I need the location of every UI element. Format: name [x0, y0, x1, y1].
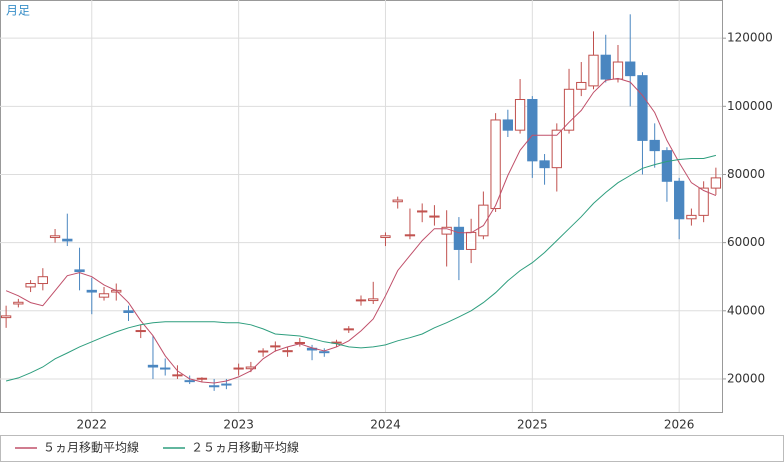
candle-body [502, 119, 513, 131]
candle-body [196, 377, 208, 380]
candle-body [539, 160, 550, 169]
candle-body [404, 234, 416, 237]
candle-body [453, 226, 465, 250]
candle-body [490, 119, 501, 210]
candle-body [123, 310, 134, 313]
candle-body [74, 269, 85, 273]
candle-body [25, 283, 36, 288]
x-tick-label: 2023 [223, 418, 254, 432]
candle-body [674, 180, 685, 220]
candle-body [612, 61, 624, 80]
candle-body [282, 350, 293, 353]
candle-body [319, 351, 330, 354]
candle-body [637, 75, 648, 141]
candle-body [245, 366, 257, 370]
x-tick-label: 2022 [77, 418, 108, 432]
candle-body [661, 150, 673, 182]
candle-body [478, 204, 489, 237]
candle-body [368, 298, 379, 302]
candle-body [98, 293, 110, 298]
chart-label: 月足 [6, 4, 30, 18]
candle-body [49, 235, 61, 239]
legend-box [0, 435, 784, 462]
candle-body [710, 177, 722, 189]
moving-average-line [5, 154, 717, 382]
y-tick-label: 20000 [727, 371, 765, 385]
y-tick-label: 80000 [727, 167, 765, 181]
candle-body [563, 88, 575, 131]
candle-body [600, 54, 611, 80]
candle-body [686, 214, 697, 220]
candle-body [551, 129, 562, 169]
y-tick-label: 40000 [727, 303, 765, 317]
candle-body [13, 301, 24, 305]
candle-body [270, 345, 281, 348]
candle-body [37, 276, 48, 285]
candle-body [160, 367, 171, 370]
x-tick-label: 2025 [517, 418, 548, 432]
candle-body [343, 328, 354, 331]
candle-body [576, 81, 587, 90]
candle-body [209, 385, 220, 388]
candle-body [380, 235, 391, 239]
candle-body [392, 199, 403, 203]
candle-body [0, 315, 12, 319]
candle-body [649, 139, 660, 152]
y-tick-label: 100000 [727, 99, 773, 113]
candle-body [257, 350, 269, 353]
candle-body [527, 99, 538, 162]
candle-body [698, 187, 709, 216]
candle-body [184, 380, 195, 383]
candle-body [514, 99, 526, 131]
candle-body [172, 374, 183, 377]
candle-body [625, 61, 636, 77]
moving-average-line [5, 77, 717, 384]
candle-body [465, 231, 477, 250]
legend-label: ２５ヵ月移動平均線 [191, 440, 299, 455]
candle-body [429, 215, 440, 218]
candle-body [355, 299, 367, 302]
candle-body [221, 383, 232, 386]
y-tick-label: 120000 [727, 31, 773, 45]
candle-body [417, 210, 428, 213]
candle-body [147, 364, 159, 368]
x-tick-label: 2026 [664, 418, 695, 432]
candle-body [86, 289, 97, 293]
y-tick-label: 60000 [727, 235, 765, 249]
candle-body [62, 238, 73, 242]
candle-body [233, 367, 244, 370]
candle-body [588, 54, 599, 87]
candle-body [135, 330, 146, 333]
legend-label: ５ヵ月移動平均線 [43, 440, 139, 455]
x-tick-label: 2024 [370, 418, 401, 432]
